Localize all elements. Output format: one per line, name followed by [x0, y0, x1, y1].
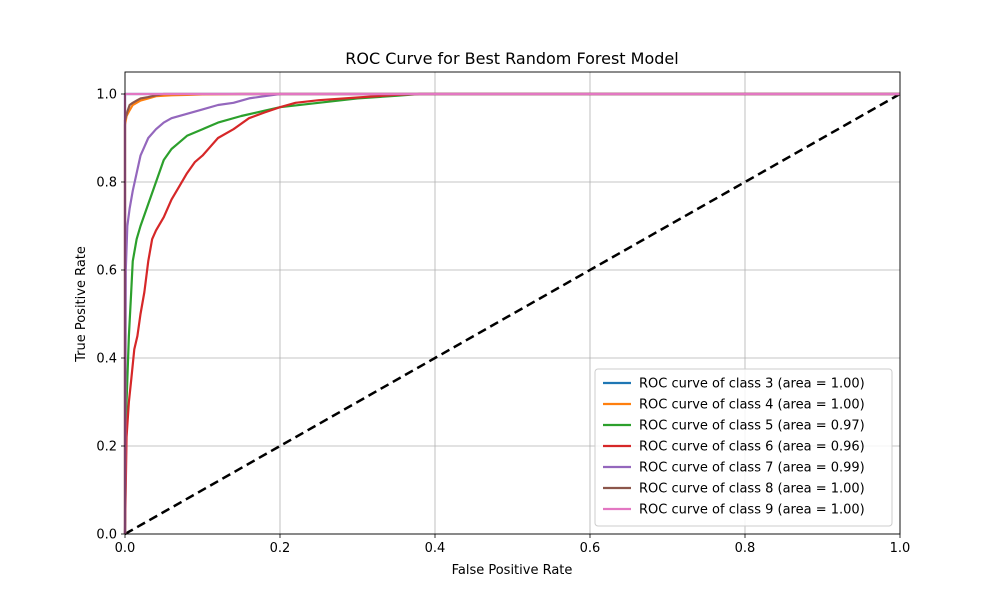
legend-label: ROC curve of class 3 (area = 1.00) — [639, 377, 865, 392]
x-tick-label: 0.0 — [115, 541, 136, 556]
legend-label: ROC curve of class 7 (area = 0.99) — [639, 461, 865, 476]
legend-box — [594, 368, 893, 527]
legend: ROC curve of class 3 (area = 1.00) ROC cu… — [594, 368, 893, 527]
legend-label: ROC curve of class 4 (area = 1.00) — [639, 398, 865, 413]
series-line-2 — [123, 92, 900, 535]
y-tick-label: 0.8 — [96, 176, 117, 191]
x-tick-label: 0.6 — [580, 541, 601, 556]
y-tick-label: 0.6 — [96, 264, 117, 279]
plot-frame — [124, 71, 901, 535]
diagonal-dashed-line — [124, 92, 901, 536]
axes — [124, 71, 901, 535]
legend-label: ROC curve of class 8 (area = 1.00) — [639, 482, 865, 497]
legend-label: ROC curve of class 6 (area = 0.96) — [639, 440, 865, 455]
ticks: 0.0 0.2 0.4 0.6 0.8 1.0 0.0 0.2 0.4 0.6 0.8 1.0 — [96, 88, 910, 557]
x-tick-label: 1.0 — [890, 541, 911, 556]
x-tick-label: 0.8 — [735, 541, 756, 556]
diagonal-reference — [124, 92, 901, 536]
series-line-3 — [123, 92, 900, 535]
y-axis-label: True Positive Rate — [74, 246, 89, 363]
legend-label: ROC curve of class 9 (area = 1.00) — [639, 503, 865, 518]
y-tick-label: 0.2 — [96, 440, 117, 455]
x-tick-label: 0.2 — [270, 541, 291, 556]
y-tick-label: 0.4 — [96, 352, 117, 367]
legend-label: ROC curve of class 5 (area = 0.97) — [639, 419, 865, 434]
y-tick-label: 1.0 — [96, 88, 117, 103]
x-axis-label: False Positive Rate — [452, 563, 573, 578]
x-tick-label: 0.4 — [425, 541, 446, 556]
series-line-4 — [123, 92, 900, 535]
chart-title: ROC Curve for Best Random Forest Model — [345, 49, 678, 68]
y-tick-label: 0.0 — [96, 528, 117, 543]
